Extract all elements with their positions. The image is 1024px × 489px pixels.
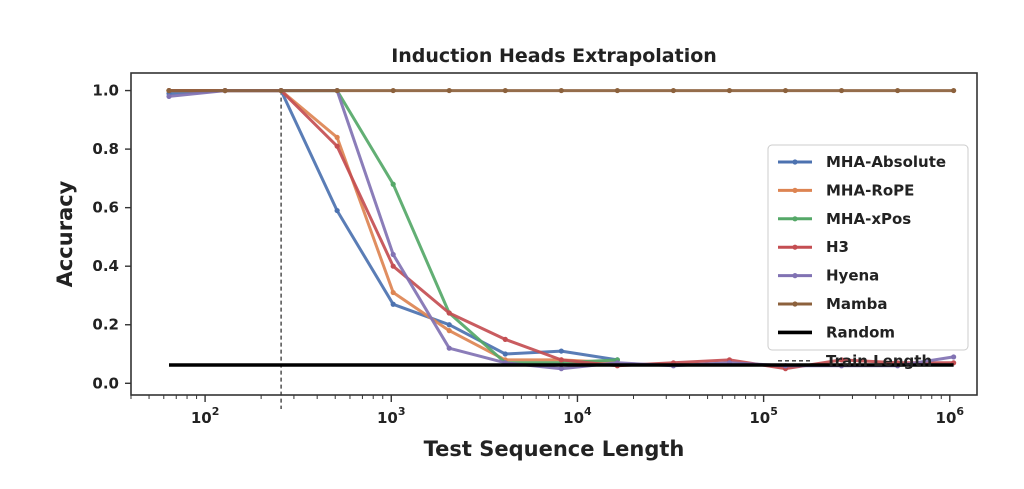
data-point-mamba [222, 87, 228, 94]
x-tick-label: 102 [191, 405, 220, 427]
x-tick-label: 106 [936, 405, 965, 427]
data-point-mha-absolute [390, 301, 396, 307]
legend-label: Hyena [826, 267, 879, 285]
legend-label: MHA-xPos [826, 210, 911, 228]
x-axis: 102 103 104 105 106 [130, 395, 965, 427]
legend-label: MHA-RoPE [826, 181, 914, 199]
y-tick-label: 1.0 [92, 82, 119, 100]
data-point-mamba [390, 87, 396, 94]
data-point-mamba [558, 87, 564, 94]
data-point-hyena [390, 251, 396, 258]
data-point-mamba [894, 87, 901, 94]
series-line-mha-rope [169, 89, 618, 365]
data-point-mha-rope [334, 134, 340, 140]
y-axis-title: Accuracy [53, 180, 77, 287]
x-tick-exponent: 5 [770, 405, 778, 418]
legend: MHA-Absolute MHA-RoPE MHA-xPos H3 Hyena Mamba… [767, 144, 969, 370]
y-tick-label: 0.8 [92, 140, 119, 158]
data-point-mha-rope [390, 289, 396, 296]
y-tick-label: 0.0 [92, 374, 119, 392]
legend-marker [792, 244, 798, 250]
data-point-mamba [614, 87, 620, 94]
data-point-h3 [390, 263, 396, 269]
data-point-h3 [838, 357, 845, 363]
legend-label: Train Length [826, 352, 932, 370]
legend-label: Random [826, 323, 895, 341]
data-point-mha-absolute [446, 322, 452, 328]
y-tick-label: 0.6 [92, 199, 119, 217]
x-axis-title: Test Sequence Length [424, 437, 685, 461]
y-tick-label: 0.2 [92, 316, 119, 334]
chart-title: Induction Heads Extrapolation [391, 45, 717, 67]
legend-label: Mamba [826, 295, 888, 313]
plot-frame [130, 72, 978, 396]
data-point-mha-absolute [334, 207, 340, 214]
x-tick-exponent: 2 [212, 405, 220, 418]
x-tick-base: 10 [563, 409, 584, 427]
data-point-mha-xpos [390, 181, 396, 187]
data-point-mamba [334, 87, 340, 94]
data-point-mamba [726, 87, 733, 94]
x-tick-base: 10 [936, 409, 957, 427]
legend-box [767, 144, 969, 351]
x-tick-exponent: 4 [584, 405, 592, 418]
x-tick-exponent: 3 [398, 405, 406, 418]
data-point-mamba [670, 87, 677, 94]
x-tick-base: 10 [191, 409, 212, 427]
series-line-mha-xpos [169, 89, 618, 365]
data-point-mamba [278, 87, 284, 94]
data-point-h3 [558, 357, 564, 363]
series-layer [166, 87, 957, 372]
legend-label: MHA-Absolute [826, 153, 946, 171]
legend-marker [792, 187, 798, 193]
x-tick-label: 104 [563, 405, 592, 427]
data-point-h3 [502, 336, 508, 342]
data-point-mamba [951, 87, 957, 94]
legend-marker [792, 216, 798, 222]
data-point-hyena [558, 366, 564, 372]
data-point-mamba [838, 87, 845, 94]
data-point-hyena [951, 354, 957, 360]
x-tick-label: 105 [749, 405, 778, 427]
data-point-mamba [502, 87, 508, 94]
data-point-h3 [446, 310, 452, 316]
x-tick-base: 10 [749, 409, 770, 427]
y-tick-label: 0.4 [92, 257, 119, 275]
legend-marker [792, 159, 798, 165]
legend-marker [792, 301, 798, 307]
legend-label: H3 [826, 238, 849, 256]
legend-marker [792, 273, 798, 279]
data-point-mamba [446, 87, 452, 94]
series-line-mha-absolute [168, 89, 618, 362]
data-point-mha-rope [446, 328, 452, 334]
x-tick-base: 10 [377, 409, 398, 427]
data-point-mamba [782, 87, 789, 94]
y-axis: 0.0 0.2 0.4 0.6 0.8 1.0 [92, 82, 131, 392]
data-point-h3 [334, 143, 340, 149]
x-tick-exponent: 6 [956, 405, 964, 418]
data-point-mha-absolute [502, 351, 508, 357]
data-point-hyena [166, 93, 172, 100]
x-tick-label: 103 [377, 405, 406, 427]
data-point-hyena [446, 345, 452, 351]
data-point-mha-absolute [558, 348, 564, 354]
data-point-mamba [166, 87, 172, 94]
